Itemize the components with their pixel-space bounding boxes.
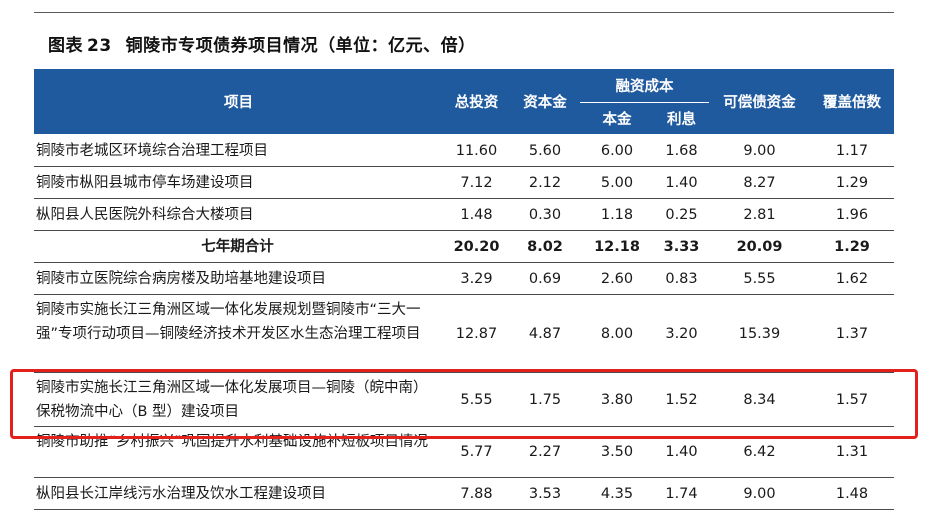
repayable-funds-cell: 2.81 — [709, 198, 810, 231]
table-row: 铜陵市立医院综合病房楼及助培基地建设项目 3.29 0.69 2.60 0.83… — [34, 262, 894, 295]
repayable-funds-cell: 8.27 — [709, 166, 810, 199]
interest-cell: 1.68 — [654, 134, 709, 167]
top-rule — [34, 12, 894, 13]
col-header-principal: 本金 — [580, 102, 654, 135]
interest-cell: 0.25 — [654, 198, 709, 231]
total-investment-cell: 3.29 — [443, 262, 510, 295]
col-header-coverage: 覆盖倍数 — [810, 69, 894, 135]
capital-cell: 1.75 — [510, 372, 580, 427]
coverage-cell: 1.17 — [810, 134, 894, 167]
repayable-funds-cell: 8.34 — [709, 372, 810, 427]
header-subrow: 本金 利息 — [34, 102, 894, 135]
subtotal-row: 七年期合计 20.20 8.02 12.18 3.33 20.09 1.29 — [34, 230, 894, 263]
capital-cell: 4.87 — [510, 294, 580, 373]
coverage-cell: 1.37 — [810, 294, 894, 373]
project-name: 铜陵市老城区环境综合治理工程项目 — [34, 134, 443, 167]
principal-cell: 12.18 — [580, 230, 654, 263]
col-header-capital: 资本金 — [510, 69, 580, 135]
interest-cell: 1.40 — [654, 426, 709, 478]
table-row: 枞阳县长江岸线污水治理及饮水工程建设项目 7.88 3.53 4.35 1.74… — [34, 477, 894, 510]
coverage-cell: 1.57 — [810, 372, 894, 427]
col-header-interest: 利息 — [654, 102, 709, 135]
figure-title: 图表 23 铜陵市专项债券项目情况（单位：亿元、倍） — [48, 31, 476, 56]
figure-number: 23 — [87, 36, 112, 56]
total-investment-cell: 7.12 — [443, 166, 510, 199]
coverage-cell: 1.29 — [810, 230, 894, 263]
table-row: 铜陵市老城区环境综合治理工程项目 11.60 5.60 6.00 1.68 9.… — [34, 134, 894, 167]
repayable-funds-cell: 9.00 — [709, 477, 810, 510]
capital-cell: 5.60 — [510, 134, 580, 167]
total-investment-cell: 5.55 — [443, 372, 510, 427]
interest-cell: 0.83 — [654, 262, 709, 295]
project-name: 铜陵市实施长江三角洲区域一体化发展项目—铜陵（皖中南）保税物流中心（B 型）建设… — [34, 372, 443, 427]
interest-cell: 1.40 — [654, 166, 709, 199]
capital-cell: 2.27 — [510, 426, 580, 478]
col-header-total-investment: 总投资 — [443, 69, 510, 135]
interest-cell: 1.74 — [654, 477, 709, 510]
repayable-funds-cell: 15.39 — [709, 294, 810, 373]
coverage-cell: 1.31 — [810, 426, 894, 478]
coverage-cell: 1.29 — [810, 166, 894, 199]
table-row: 铜陵市实施长江三角洲区域一体化发展规划暨铜陵市“三大一强”专项行动项目—铜陵经济… — [34, 294, 894, 373]
repayable-funds-cell: 5.55 — [709, 262, 810, 295]
highlight-box — [10, 369, 918, 439]
interest-cell: 3.20 — [654, 294, 709, 373]
interest-cell: 3.33 — [654, 230, 709, 263]
total-investment-cell: 11.60 — [443, 134, 510, 167]
principal-cell: 2.60 — [580, 262, 654, 295]
project-name: 枞阳县长江岸线污水治理及饮水工程建设项目 — [34, 477, 443, 510]
coverage-cell: 1.48 — [810, 477, 894, 510]
repayable-funds-cell: 6.42 — [709, 426, 810, 478]
principal-cell: 6.00 — [580, 134, 654, 167]
principal-cell: 3.80 — [580, 372, 654, 427]
total-investment-cell: 5.77 — [443, 426, 510, 478]
capital-cell: 0.30 — [510, 198, 580, 231]
principal-cell: 1.18 — [580, 198, 654, 231]
header-row: 项目 总投资 资本金 融资成本 可偿债资金 覆盖倍数 — [34, 69, 894, 135]
project-name: 枞阳县人民医院外科综合大楼项目 — [34, 198, 443, 231]
principal-cell: 3.50 — [580, 426, 654, 478]
capital-cell: 8.02 — [510, 230, 580, 263]
project-name: 铜陵市立医院综合病房楼及助培基地建设项目 — [34, 262, 443, 295]
total-investment-cell: 1.48 — [443, 198, 510, 231]
col-header-financing-cost: 融资成本 — [580, 69, 709, 103]
coverage-cell: 1.62 — [810, 262, 894, 295]
table-row: 铜陵市实施长江三角洲区域一体化发展项目—铜陵（皖中南）保税物流中心（B 型）建设… — [34, 372, 894, 427]
col-header-project: 项目 — [34, 69, 443, 135]
col-header-repayable-funds: 可偿债资金 — [709, 69, 810, 135]
interest-cell: 1.52 — [654, 372, 709, 427]
project-name: 铜陵市枞阳县城市停车场建设项目 — [34, 166, 443, 199]
figure-caption: 铜陵市专项债券项目情况（单位：亿元、倍） — [125, 36, 476, 56]
project-name: 铜陵市实施长江三角洲区域一体化发展规划暨铜陵市“三大一强”专项行动项目—铜陵经济… — [34, 294, 443, 373]
capital-cell: 0.69 — [510, 262, 580, 295]
table-row: 铜陵市枞阳县城市停车场建设项目 7.12 2.12 5.00 1.40 8.27… — [34, 166, 894, 199]
repayable-funds-cell: 20.09 — [709, 230, 810, 263]
principal-cell: 5.00 — [580, 166, 654, 199]
bond-projects-table: 项目 总投资 资本金 融资成本 可偿债资金 覆盖倍数 本金 利息 铜陵市老城区环… — [34, 69, 894, 510]
coverage-cell: 1.96 — [810, 198, 894, 231]
total-investment-cell: 20.20 — [443, 230, 510, 263]
capital-cell: 2.12 — [510, 166, 580, 199]
table-row: 枞阳县人民医院外科综合大楼项目 1.48 0.30 1.18 0.25 2.81… — [34, 198, 894, 231]
capital-cell: 3.53 — [510, 477, 580, 510]
repayable-funds-cell: 9.00 — [709, 134, 810, 167]
project-name-text: 铜陵市实施长江三角洲区域一体化发展规划暨铜陵市“三大一强”专项行动项目—铜陵经济… — [36, 301, 421, 342]
table-row: 铜陵市助推“乡村振兴”巩固提升水利基础设施补短板项目情况 5.77 2.27 3… — [34, 426, 894, 478]
principal-cell: 4.35 — [580, 477, 654, 510]
figure-label: 图表 — [48, 36, 83, 56]
total-investment-cell: 7.88 — [443, 477, 510, 510]
total-investment-cell: 12.87 — [443, 294, 510, 373]
subtotal-label: 七年期合计 — [34, 230, 443, 263]
principal-cell: 8.00 — [580, 294, 654, 373]
